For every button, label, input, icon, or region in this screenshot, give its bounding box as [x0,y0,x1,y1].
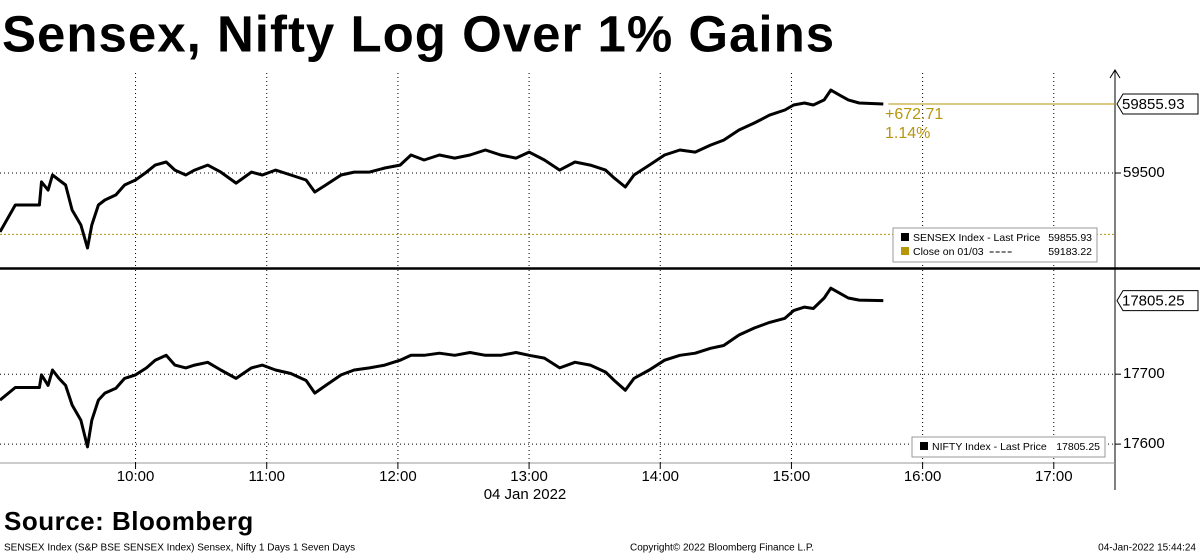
x-tick-label: 12:00 [379,468,417,485]
x-tick-label: 13:00 [510,468,548,485]
y-tick-label: 17700 [1123,365,1165,382]
legend-value: 59855.93 [1048,232,1092,244]
legend-label: NIFTY Index - Last Price [932,441,1047,453]
change-pct-label: 1.14% [885,125,930,142]
legend-value: 17805.25 [1056,441,1100,453]
x-tick-label: 10:00 [117,468,155,485]
price-tag [1116,290,1199,312]
title: Sensex, Nifty Log Over 1% Gains [2,5,835,62]
legend-swatch [901,233,909,241]
y-tick-label: 17600 [1123,435,1165,452]
legend-value: 59183.22 [1048,246,1092,258]
x-tick-label: 15:00 [773,468,811,485]
price-tag-label: 17805.25 [1122,293,1185,310]
legend-box [911,436,1106,458]
legend: SENSEX Index - Last Price 59855.93 Close o… [892,227,1098,263]
legend: NIFTY Index - Last Price 17805.25 [911,436,1106,458]
x-axis-label: 04 Jan 2022 [484,486,567,503]
legend-label: SENSEX Index - Last Price [913,232,1040,244]
footer-center: Copyright© 2022 Bloomberg Finance L.P. [630,543,814,554]
legend-swatch [920,442,928,450]
y-tick-label: 59500 [1123,164,1165,181]
series-line [0,88,884,250]
legend-label: Close on 01/03 [913,246,984,258]
price-tag-label: 59855.93 [1122,96,1185,113]
footer-right: 04-Jan-2022 15:44:24 [1098,543,1196,554]
price-tag [1116,93,1199,115]
x-tick-label: 11:00 [249,468,285,485]
x-tick-label: 17:00 [1035,468,1073,485]
legend-box [892,227,1098,263]
x-tick-label: 16:00 [904,468,942,485]
axis-arrow [1109,69,1121,79]
source: Source: Bloomberg [4,506,254,536]
footer-left: SENSEX Index (S&P BSE SENSEX Index) Sens… [4,543,355,554]
x-tick-label: 14:00 [641,468,679,485]
legend-swatch [901,247,909,255]
change-label: +672.71 [885,106,943,123]
series-line [0,286,884,449]
